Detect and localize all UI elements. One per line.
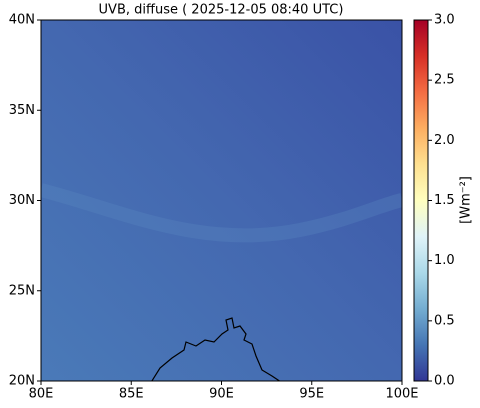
colorbar-tick-label: 1.0 [434,253,455,268]
colorbar-tick-label: 0.5 [434,313,455,328]
colorbar-tick-label: 2.0 [434,133,455,148]
y-tick-label: 35N [9,103,35,118]
colorbar-tick-label: 1.5 [434,193,455,208]
coastline [151,317,281,381]
colorbar [413,19,429,382]
map-field [41,20,402,381]
x-tick-label: 90E [209,387,234,402]
colorbar-label: [Wm⁻²] [459,176,474,224]
y-tick-label: 40N [9,13,35,28]
x-tick-label: 100E [385,387,418,402]
chart-title: UVB, diffuse ( 2025-12-05 08:40 UTC) [99,3,344,18]
x-tick-label: 80E [29,387,54,402]
x-tick-label: 95E [299,387,324,402]
colorbar-tick-label: 2.5 [434,73,455,88]
x-tick-label: 85E [119,387,144,402]
y-tick-label: 25N [9,283,35,298]
colorbar-tick-label: 3.0 [434,13,455,28]
cloud-band [41,183,402,243]
y-tick-label: 20N [9,374,35,389]
y-tick-label: 30N [9,193,35,208]
colorbar-tick-label: 0.0 [434,374,455,389]
